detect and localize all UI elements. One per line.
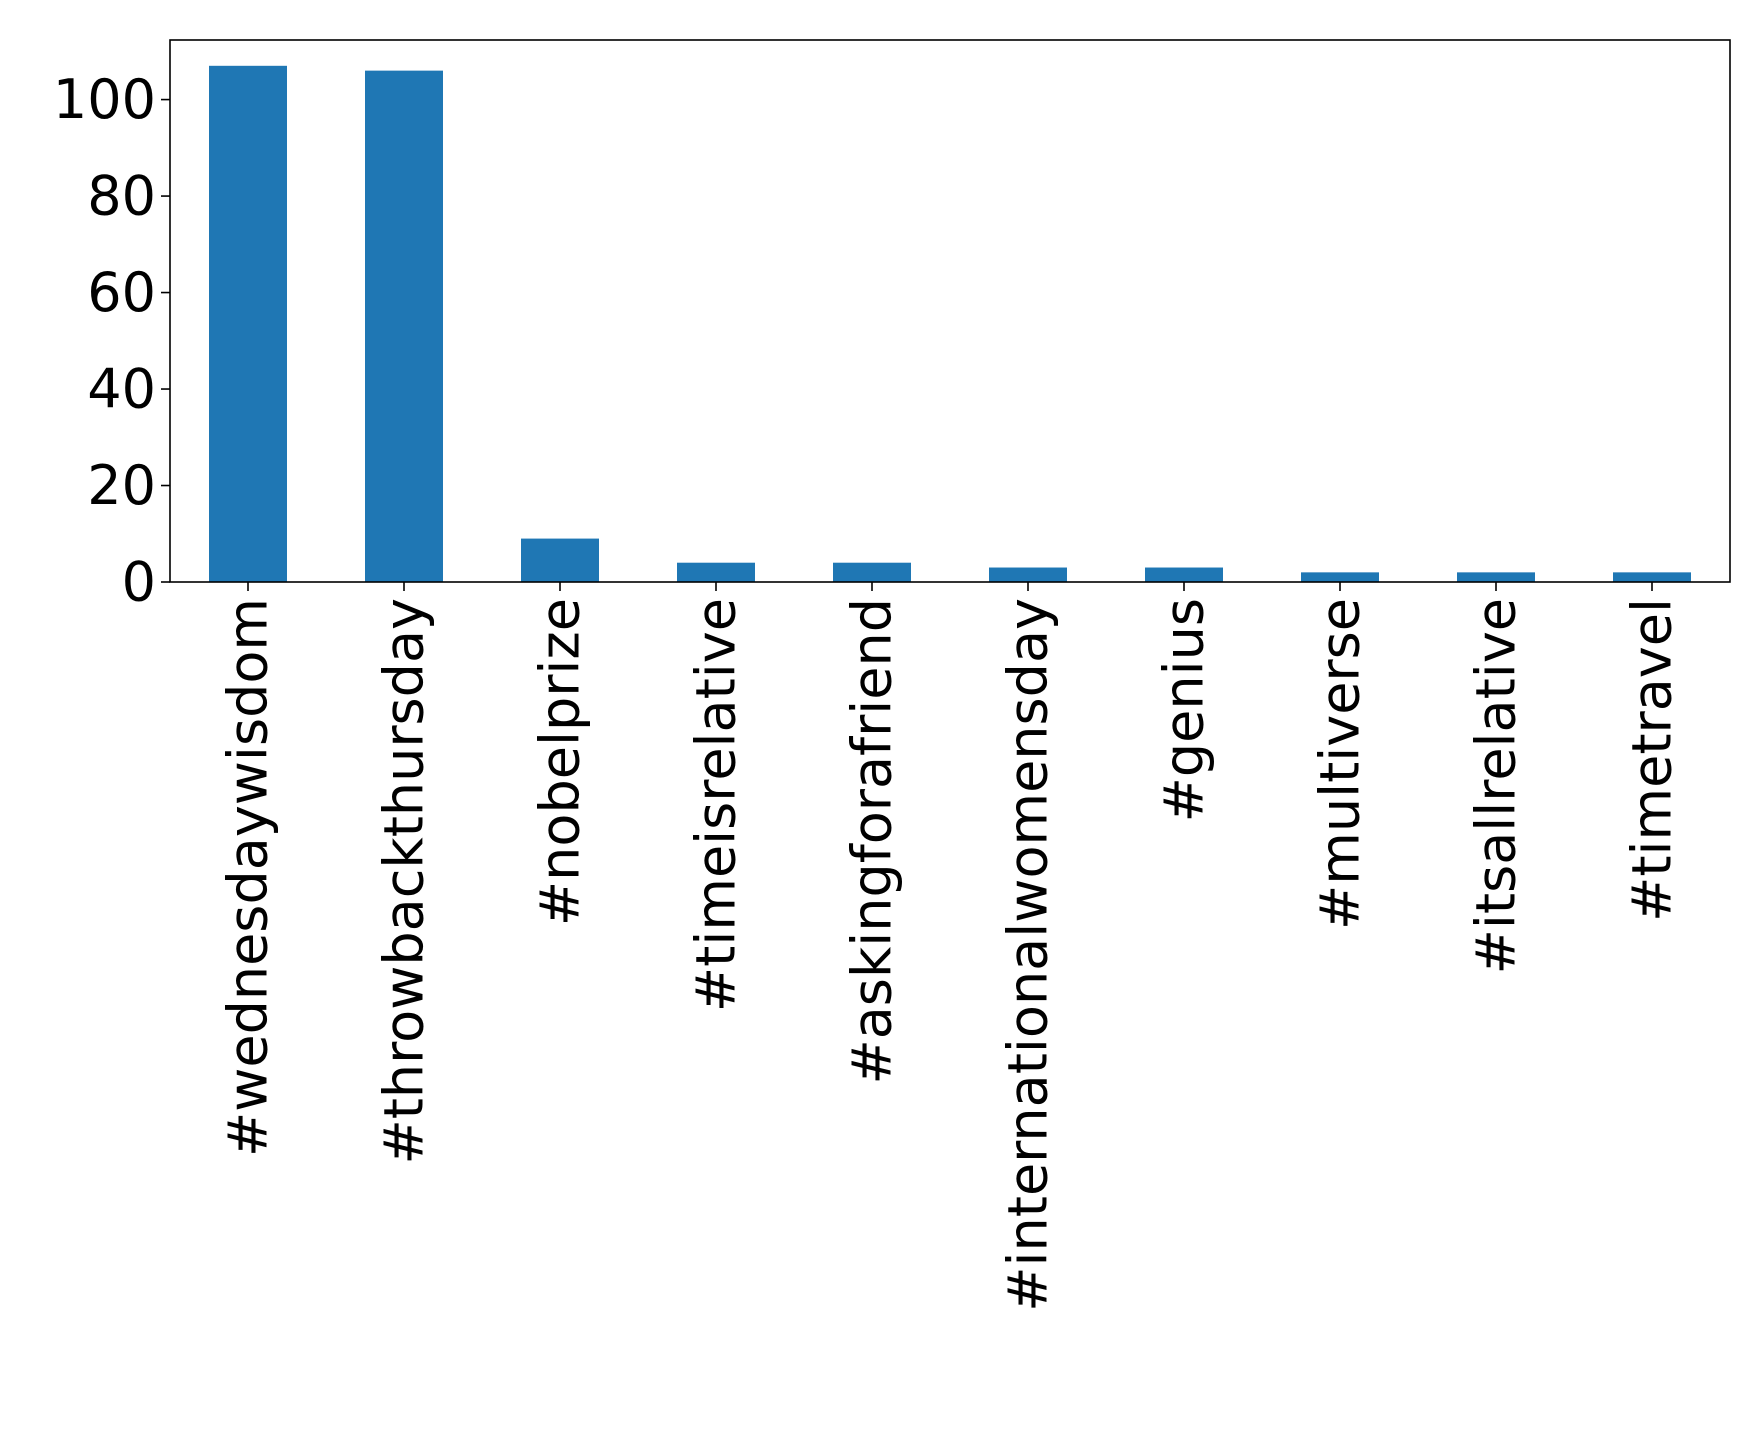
bar-genius: [1145, 567, 1223, 582]
bar-itsallrelative: [1457, 572, 1535, 582]
x-tick-label: #internationalwomensday: [997, 598, 1060, 1312]
bar-multiverse: [1301, 572, 1379, 582]
y-axis: 0 20 40 60 80 100: [53, 68, 170, 614]
bar-nobelprize: [521, 538, 599, 582]
x-tick-label: #multiverse: [1309, 598, 1372, 930]
x-tick-label: #throwbackthursday: [373, 598, 436, 1164]
x-tick-label: #genius: [1153, 598, 1216, 822]
y-tick-label: 80: [87, 165, 156, 228]
bar-wednesdaywisdom: [209, 65, 287, 583]
bars-layer: [209, 65, 1691, 583]
bar-internationalwomensday: [989, 567, 1067, 582]
bar-askingforafriend: [833, 562, 911, 582]
plot-frame: [169, 39, 1731, 583]
y-tick-label: 100: [53, 68, 156, 131]
y-tick-label: 40: [87, 358, 156, 421]
x-tick-label: #askingforafriend: [841, 598, 904, 1085]
y-tick-label: 20: [87, 454, 156, 517]
bar-timetravel: [1613, 572, 1691, 582]
bar-throwbackthursday: [365, 70, 443, 583]
x-tick-label: #nobelprize: [529, 598, 592, 926]
x-axis: #wednesdaywisdom #throwbackthursday #nobel…: [217, 582, 1684, 1312]
y-tick-label: 0: [122, 551, 156, 614]
x-tick-label: #timeisrelative: [685, 598, 748, 1012]
x-tick-label: #wednesdaywisdom: [217, 598, 280, 1157]
y-tick-label: 60: [87, 261, 156, 324]
bar-timeisrelative: [677, 562, 755, 582]
x-tick-label: #itsallrelative: [1465, 598, 1528, 974]
x-tick-label: #timetravel: [1621, 598, 1684, 922]
